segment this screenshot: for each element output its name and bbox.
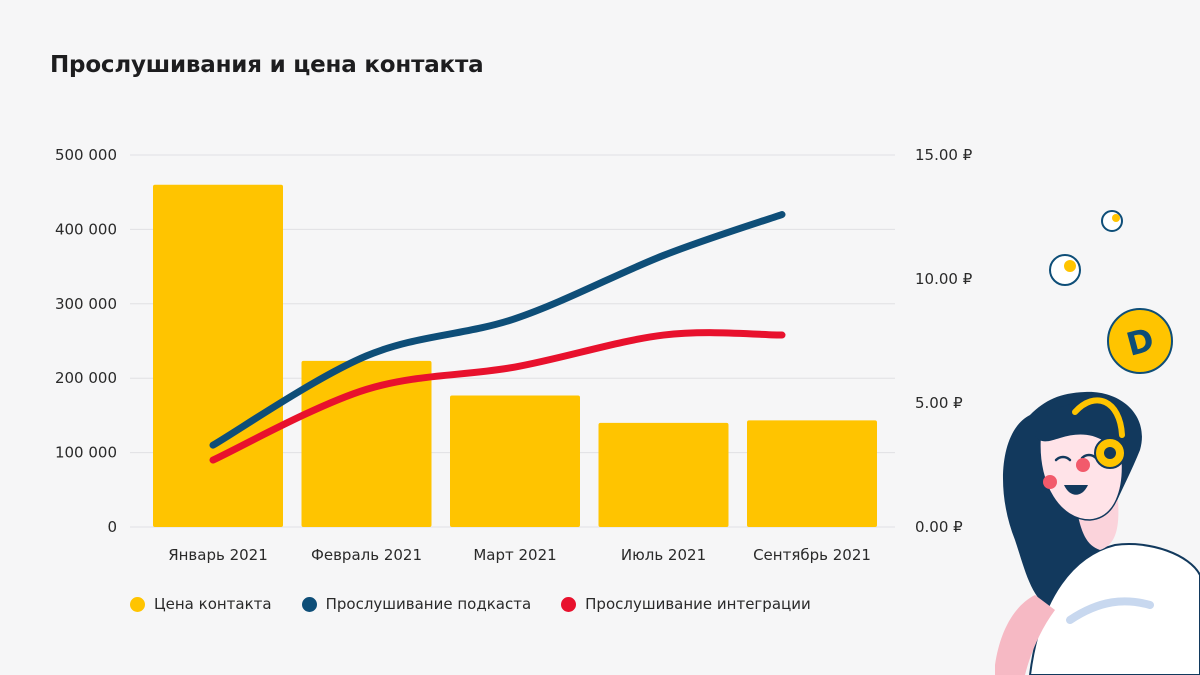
y-left-tick-label: 400 000 xyxy=(55,220,117,238)
y-left-tick-label: 300 000 xyxy=(55,295,117,313)
legend-swatch-integration xyxy=(561,596,577,612)
y-right-tick-label: 15.00 ₽ xyxy=(915,146,973,164)
legend-item-price: Цена контакта xyxy=(130,595,272,613)
x-tick-label: Январь 2021 xyxy=(168,546,268,564)
bubble-medium-icon xyxy=(1049,254,1081,286)
y-right-tick-label: 5.00 ₽ xyxy=(915,394,963,412)
legend-label-integration: Прослушивание интеграции xyxy=(585,595,811,613)
coin-d-icon xyxy=(1107,308,1173,374)
legend-swatch-podcast xyxy=(301,596,317,612)
bubble-medium-highlight xyxy=(1064,260,1076,272)
headphones-ear-center xyxy=(1104,447,1116,459)
y-left-tick-label: 200 000 xyxy=(55,369,117,387)
arm-shape xyxy=(995,595,1055,675)
legend-swatch-price xyxy=(130,596,145,612)
bar xyxy=(747,420,877,527)
y-left-tick-label: 100 000 xyxy=(55,444,117,462)
eye-left-icon xyxy=(1054,455,1072,462)
y-left-tick-label: 0 xyxy=(107,518,117,536)
axis-labels: 0 100 000 200 000 300 000 400 000 500 000 0.00… xyxy=(55,146,973,564)
x-tick-label: Сентябрь 2021 xyxy=(753,546,871,564)
y-right-tick-label: 10.00 ₽ xyxy=(915,270,973,288)
legend-label-price: Цена контакта xyxy=(154,595,272,613)
legend: Цена контакта Прослушивание подкаста Про… xyxy=(130,595,811,613)
bubble-small-icon xyxy=(1101,210,1123,232)
bars xyxy=(153,184,877,527)
legend-label-podcast: Прослушивание подкаста xyxy=(325,595,532,613)
chart-title: Прослушивания и цена контакта xyxy=(50,52,484,78)
lines xyxy=(209,211,786,464)
shirt-fold xyxy=(1066,597,1154,624)
y-left-tick-label: 500 000 xyxy=(55,146,117,164)
y-right-tick-label: 0.00 ₽ xyxy=(915,518,963,536)
bubble-small-highlight xyxy=(1112,214,1120,222)
line-podcast xyxy=(209,211,786,449)
headphones-band xyxy=(1072,397,1125,438)
cheek-right xyxy=(1076,458,1090,472)
hair-fringe xyxy=(1035,403,1126,462)
legend-item-podcast: Прослушивание подкаста xyxy=(301,595,532,613)
podcast-listener-illustration: D xyxy=(995,210,1200,675)
legend-item-integration: Прослушивание интеграции xyxy=(561,595,811,613)
cheek-left xyxy=(1043,475,1057,489)
x-tick-label: Март 2021 xyxy=(473,546,556,564)
bar xyxy=(598,422,729,527)
bar xyxy=(450,395,580,527)
x-tick-label: Июль 2021 xyxy=(621,546,706,564)
mouth-icon xyxy=(1064,485,1088,495)
bar xyxy=(153,184,283,527)
line-integration xyxy=(209,329,786,464)
x-tick-label: Февраль 2021 xyxy=(311,546,422,564)
